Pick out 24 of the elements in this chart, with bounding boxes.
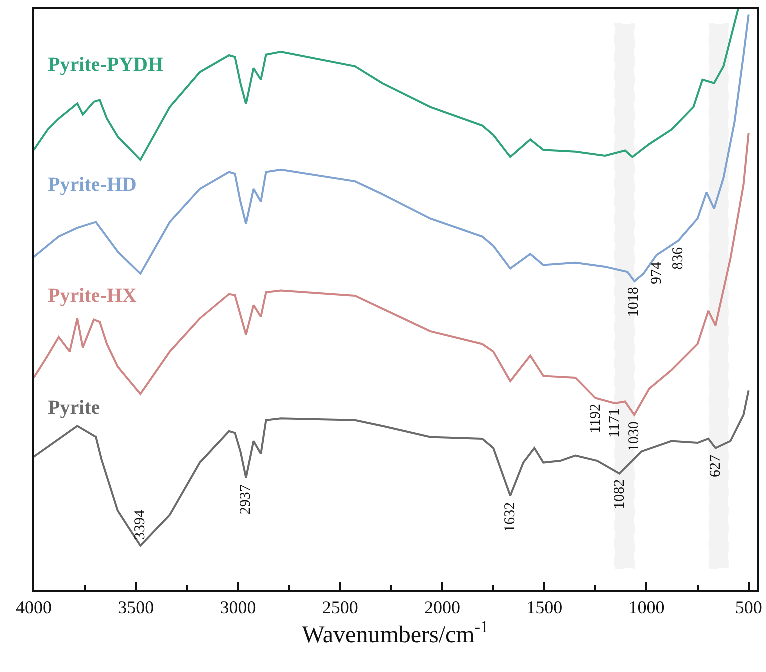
series-label: Pyrite-PYDH — [48, 54, 164, 76]
series-label: Pyrite-HX — [48, 285, 138, 307]
annotation: 974 — [648, 262, 665, 285]
series-label: Pyrite — [48, 397, 100, 419]
annotation: 1018 — [626, 287, 642, 318]
x-axis-title: Wavenumbers/cm$^{-1}$ — [302, 618, 489, 649]
x-tick-label: 1500 — [526, 598, 563, 618]
annotation: 1030 — [626, 422, 642, 452]
x-tick-label: 2000 — [424, 598, 460, 618]
x-tick-label: 3000 — [220, 598, 256, 618]
x-tick-label: 4000 — [16, 598, 52, 618]
x-tick-label: 3500 — [118, 598, 154, 618]
series-label: Pyrite-HD — [48, 174, 137, 196]
annotation: 2937 — [238, 484, 254, 515]
x-tick-label: 500 — [735, 598, 762, 618]
x-tick-label: 1000 — [628, 598, 665, 618]
annotation: 1192 — [588, 404, 604, 434]
annotation: 1082 — [612, 479, 628, 510]
annotation: 1171 — [607, 408, 624, 438]
x-tick-label: 2500 — [322, 598, 358, 618]
annotation: 836 — [670, 246, 686, 270]
annotation: 1632 — [502, 502, 519, 532]
annotation: 627 — [708, 454, 724, 478]
annotation: 3394 — [132, 509, 148, 540]
